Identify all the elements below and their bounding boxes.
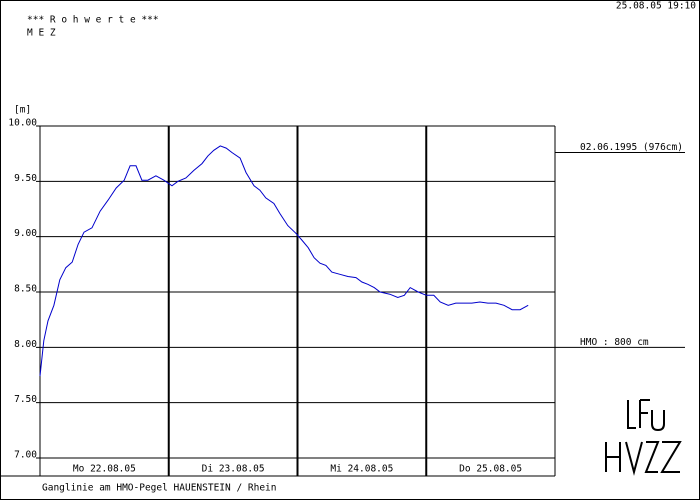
y-axis-label: [m] bbox=[14, 105, 31, 116]
x-tick-label: Di 23.08.05 bbox=[202, 464, 265, 475]
logo bbox=[605, 399, 682, 476]
y-tick-label: 8.00 bbox=[14, 339, 37, 350]
y-tick-label: 7.50 bbox=[14, 394, 37, 405]
data-line bbox=[39, 145, 529, 377]
reference-label: HMO : 800 cm bbox=[580, 337, 649, 348]
y-tick-label: 9.00 bbox=[14, 228, 37, 239]
x-tick-label: Mi 24.08.05 bbox=[330, 464, 393, 475]
y-tick-label: 7.00 bbox=[14, 450, 37, 461]
x-tick-label: Do 25.08.05 bbox=[459, 464, 522, 475]
y-tick-label: 10.00 bbox=[8, 118, 37, 129]
x-tick-label: Mo 22.08.05 bbox=[73, 464, 136, 475]
timestamp: 25.08.05 19:10 bbox=[616, 1, 696, 12]
y-tick-label: 8.50 bbox=[14, 284, 37, 295]
y-tick-label: 9.50 bbox=[14, 173, 37, 184]
footer: Ganglinie am HMO-Pegel HAUENSTEIN / Rhei… bbox=[42, 483, 277, 494]
chart-title: *** R o h w e r t e *** bbox=[27, 15, 159, 26]
reference-label: 02.06.1995 (976cm) bbox=[580, 142, 683, 153]
subtitle: M E Z bbox=[27, 28, 56, 39]
